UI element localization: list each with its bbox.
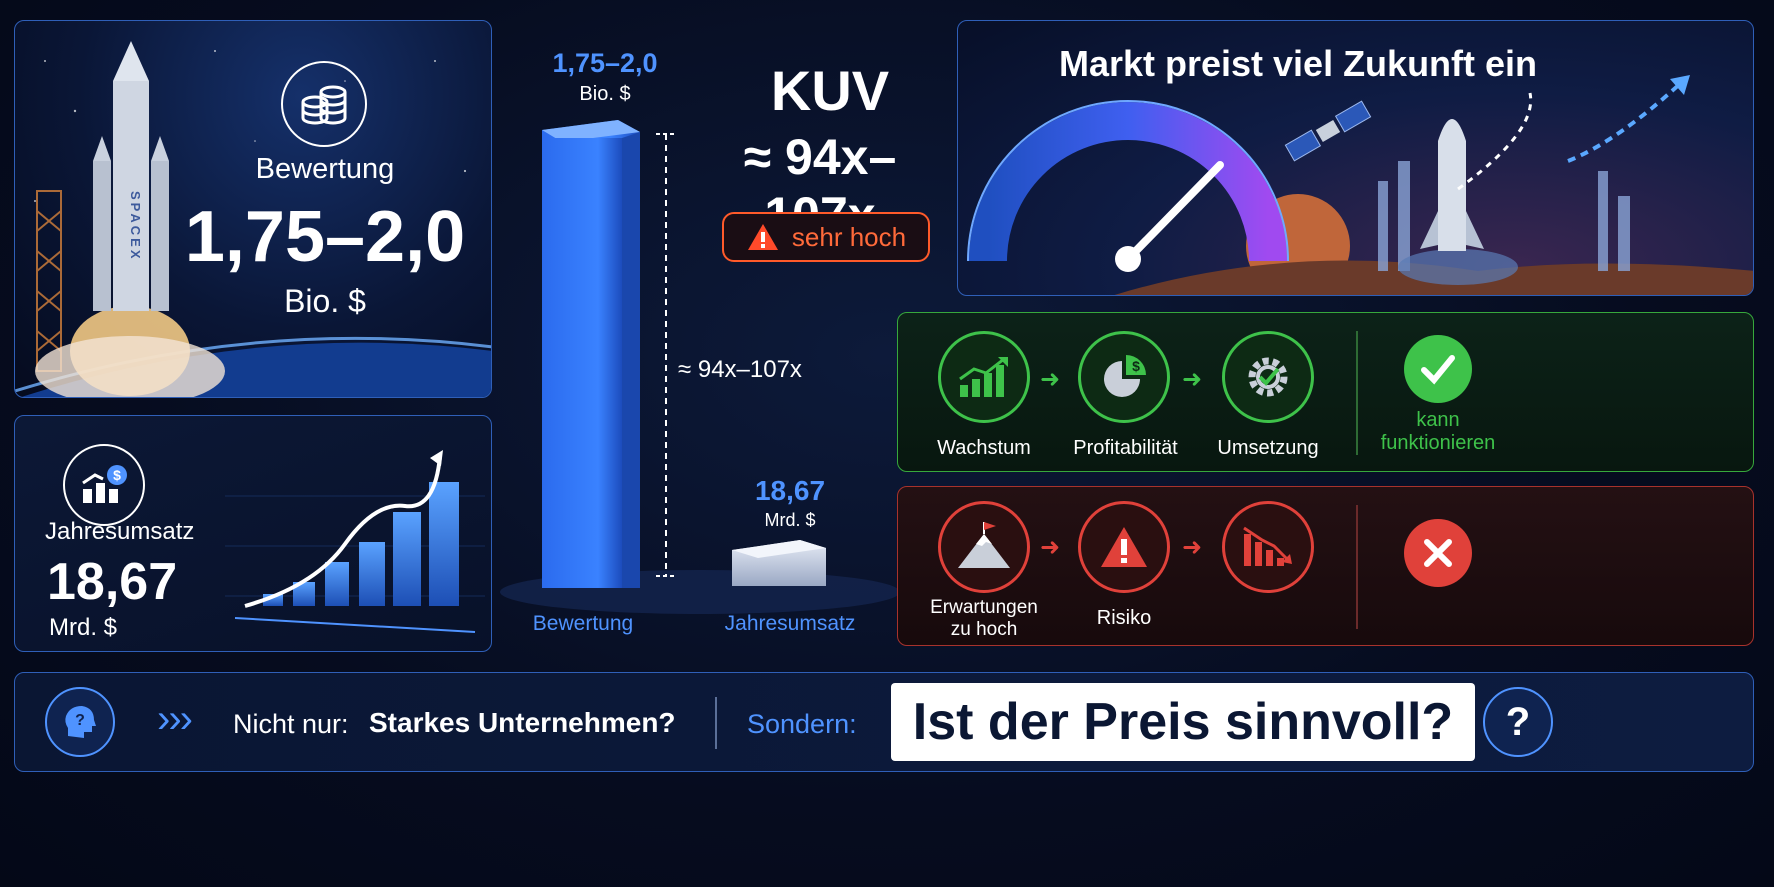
svg-text:$: $ bbox=[113, 467, 121, 483]
success-result: kann funktionieren bbox=[1380, 409, 1496, 454]
success-panel: Wachstum ➜ $ Profitabilität ➜ Umsetzung … bbox=[897, 312, 1754, 472]
gear-check-icon bbox=[1222, 331, 1314, 423]
bracket-label: ≈ 94x–107x bbox=[678, 356, 802, 383]
arrow-right-icon: ➜ bbox=[1040, 366, 1061, 393]
question-mark: ? bbox=[1505, 699, 1531, 744]
question-box: Ist der Preis sinnvoll? bbox=[891, 683, 1475, 761]
revenue-chart-icon: $ bbox=[63, 444, 145, 526]
small-bar-value: 18,67 bbox=[754, 475, 826, 506]
coins-icon bbox=[281, 61, 367, 147]
revenue-unit: Mrd. $ bbox=[49, 614, 118, 641]
bottom-bar: ? ››› Nicht nur: Starkes Unternehmen? So… bbox=[14, 672, 1754, 772]
sondern-label: Sondern: bbox=[747, 709, 857, 739]
arrow-right-icon: ➜ bbox=[1182, 534, 1203, 561]
step-label-risiko: Risiko bbox=[1096, 607, 1152, 629]
growth-chart-icon bbox=[938, 331, 1030, 423]
warning-triangle-icon bbox=[1078, 501, 1170, 593]
pie-dollar-icon: $ bbox=[1078, 331, 1170, 423]
checkmark-icon bbox=[1404, 335, 1472, 403]
step-label-profitabilitaet: Profitabilität bbox=[1073, 437, 1178, 459]
x-label-jahresumsatz: Jahresumsatz bbox=[724, 612, 856, 635]
arrow-right-icon: ➜ bbox=[1040, 534, 1061, 561]
chevrons-icon: ››› bbox=[157, 697, 193, 741]
revenue-value: 18,67 bbox=[47, 553, 178, 611]
gauge-scene bbox=[967, 75, 1753, 295]
mountain-flag-icon bbox=[938, 501, 1030, 593]
divider bbox=[1356, 331, 1358, 455]
main-question: Ist der Preis sinnvoll? bbox=[912, 693, 1454, 751]
head-question-icon: ? bbox=[45, 687, 115, 757]
step-label-wachstum: Wachstum bbox=[937, 437, 1031, 459]
market-panel: Markt preist viel Zukunft ein bbox=[957, 20, 1754, 296]
revenue-panel: $ Jahresumsatz 18,67 Mrd. $ bbox=[14, 415, 492, 652]
market-title: Markt preist viel Zukunft ein bbox=[1058, 43, 1538, 84]
warning-badge: sehr hoch bbox=[722, 212, 930, 262]
x-label-bewertung: Bewertung bbox=[532, 612, 634, 635]
valuation-label: Bewertung bbox=[255, 153, 395, 185]
arrow-right-icon: ➜ bbox=[1182, 366, 1203, 393]
warning-icon bbox=[747, 224, 778, 250]
prefix-text: Nicht nur: bbox=[233, 709, 349, 739]
center-chart bbox=[500, 120, 900, 614]
warning-text: sehr hoch bbox=[791, 221, 907, 252]
cross-icon bbox=[1404, 519, 1472, 587]
step-label-umsetzung: Umsetzung bbox=[1217, 437, 1319, 459]
valuation-unit: Bio. $ bbox=[284, 283, 366, 319]
divider bbox=[1356, 505, 1358, 629]
rocket-label: SPACEX bbox=[128, 191, 143, 262]
valuation-value: 1,75–2,0 bbox=[184, 197, 466, 277]
bold-text: Starkes Unternehmen? bbox=[369, 707, 676, 738]
kuv-title: KUV bbox=[770, 59, 890, 122]
svg-text:$: $ bbox=[1132, 358, 1140, 374]
revenue-label: Jahresumsatz bbox=[45, 518, 195, 545]
space-scene bbox=[15, 41, 491, 397]
step-label-erwartungen: Erwartungen zu hoch bbox=[930, 597, 1038, 640]
small-bar-unit: Mrd. $ bbox=[764, 510, 816, 530]
divider bbox=[715, 697, 717, 749]
question-mark-icon: ? bbox=[1483, 687, 1553, 757]
big-bar-unit: Bio. $ bbox=[579, 83, 631, 105]
declining-chart-icon bbox=[1222, 501, 1314, 593]
big-bar-value: 1,75–2,0 bbox=[552, 48, 658, 78]
risk-panel: Erwartungen zu hoch ➜ Risiko ➜ bbox=[897, 486, 1754, 646]
valuation-panel: SPACEX Bewertung 1,75–2,0 Bio. $ bbox=[14, 20, 492, 398]
growth-bars-graphic bbox=[225, 450, 485, 633]
svg-text:?: ? bbox=[75, 712, 85, 729]
